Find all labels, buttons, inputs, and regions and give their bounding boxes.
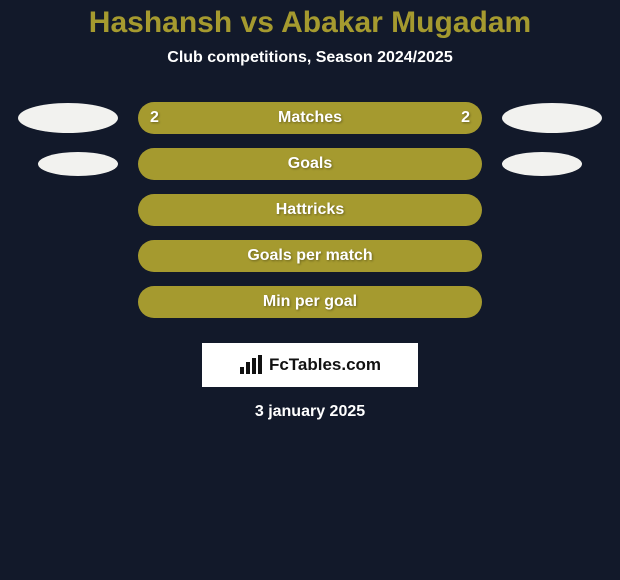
- stat-row: Goals per match: [0, 233, 620, 279]
- player-photo-right: [502, 152, 582, 176]
- bar-right-fill: [310, 102, 482, 134]
- stat-row: Min per goal: [0, 279, 620, 325]
- stat-row: Goals: [0, 141, 620, 187]
- stat-row: Hattricks: [0, 187, 620, 233]
- bar-left-fill: [138, 148, 310, 180]
- title-vs: vs: [241, 6, 274, 39]
- stat-row: Matches22: [0, 95, 620, 141]
- bar-right-fill: [310, 286, 482, 318]
- bar-right-fill: [310, 240, 482, 272]
- stat-bar: Goals: [138, 148, 482, 180]
- player-photo-right: [502, 103, 602, 133]
- bars-icon: [239, 355, 263, 375]
- player-photo-left: [38, 152, 118, 176]
- player-photo-left: [18, 103, 118, 133]
- stat-bar: Goals per match: [138, 240, 482, 272]
- stat-bar: Min per goal: [138, 286, 482, 318]
- logo-card: FcTables.com: [202, 343, 418, 387]
- bar-left-fill: [138, 286, 310, 318]
- stat-bar: Matches22: [138, 102, 482, 134]
- bar-right-fill: [310, 148, 482, 180]
- stat-rows: Matches22 Goals Hattricks Goals per match Mi…: [0, 95, 620, 325]
- date-text: 3 january 2025: [0, 403, 620, 421]
- subtitle: Club competitions, Season 2024/2025: [0, 49, 620, 67]
- bar-left-fill: [138, 194, 310, 226]
- title-player1: Hashansh: [89, 6, 232, 39]
- bar-right-fill: [310, 194, 482, 226]
- comparison-infographic: Hashansh vs Abakar Mugadam Club competit…: [0, 0, 620, 580]
- title-player2: Abakar Mugadam: [281, 6, 531, 39]
- bar-left-fill: [138, 240, 310, 272]
- logo-text: FcTables.com: [269, 355, 381, 375]
- page-title: Hashansh vs Abakar Mugadam: [0, 0, 620, 39]
- stat-bar: Hattricks: [138, 194, 482, 226]
- bar-left-fill: [138, 102, 310, 134]
